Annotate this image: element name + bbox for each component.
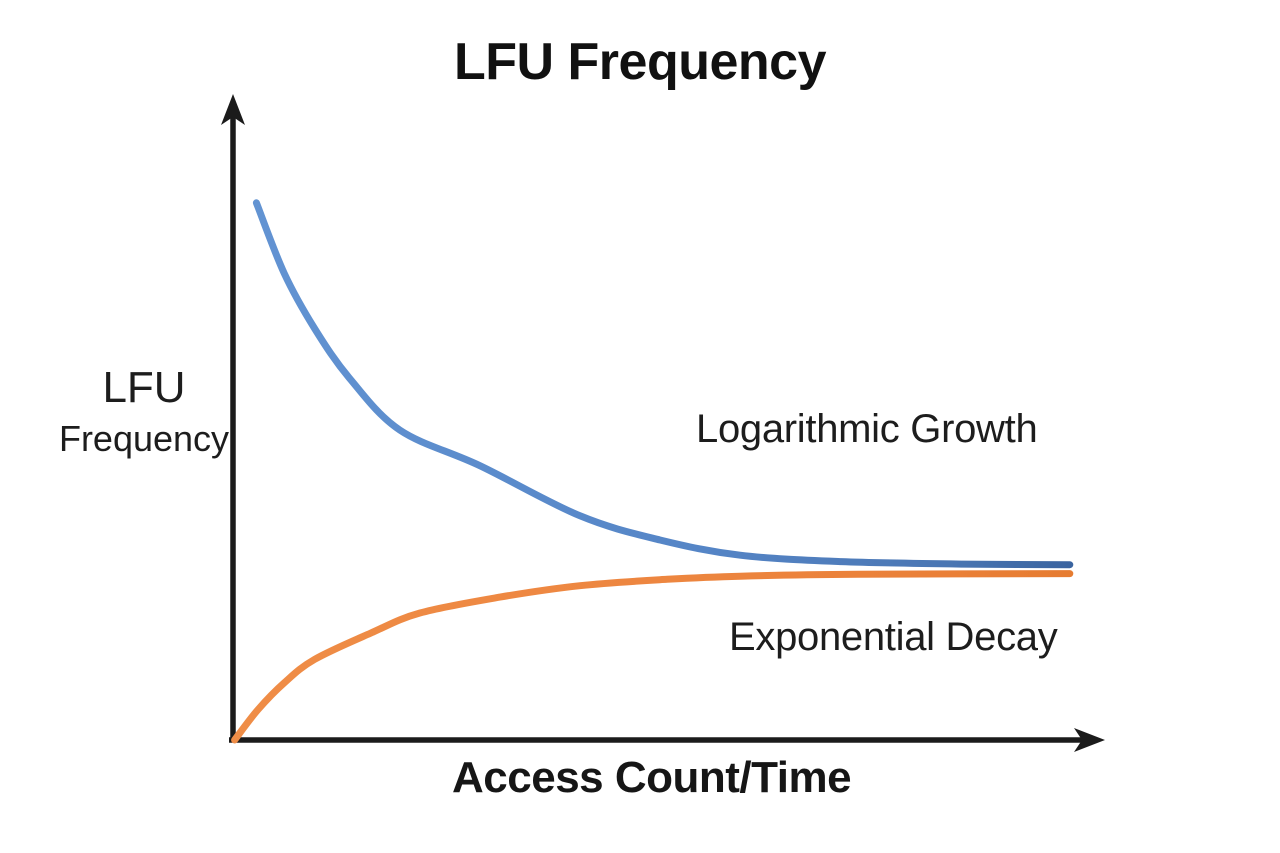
- y-axis-label-line2: Frequency: [58, 418, 230, 459]
- y-axis-label: LFU Frequency: [38, 366, 250, 457]
- exponential-decay-curve: [231, 570, 1074, 744]
- x-axis-arrowhead: [1074, 728, 1105, 752]
- y-axis-arrowhead: [221, 94, 245, 125]
- x-axis-label: Access Count/Time: [452, 753, 852, 802]
- exponential-decay-label: Exponential Decay: [729, 615, 1058, 659]
- chart-title: LFU Frequency: [454, 33, 827, 91]
- logarithmic-growth-curve: [252, 199, 1074, 569]
- logarithmic-growth-label: Logarithmic Growth: [696, 407, 1038, 451]
- y-axis-label-line1: LFU: [102, 363, 186, 412]
